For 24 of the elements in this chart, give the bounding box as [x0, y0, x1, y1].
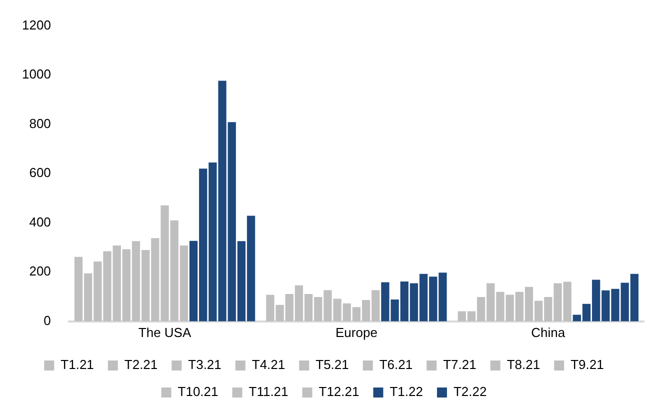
y-tick-label: 1000 — [22, 66, 51, 82]
y-tick-label: 600 — [29, 165, 51, 180]
legend-label: T7.21 — [443, 357, 476, 372]
legend-label: T4.21 — [252, 357, 286, 372]
x-tick-label: China — [531, 324, 566, 340]
legend-label: T2.21 — [124, 357, 158, 372]
x-tick-label: The USA — [138, 324, 192, 340]
y-tick-label: 800 — [29, 116, 51, 131]
legend-label: T12.21 — [318, 384, 360, 400]
legend-label: T5.21 — [316, 357, 349, 372]
y-tick-label: 0 — [44, 312, 51, 328]
legend-label: T6.21 — [379, 357, 413, 372]
legend-label: T3.21 — [188, 357, 222, 372]
legend-label: T11.21 — [248, 384, 288, 400]
y-tick-label: 400 — [29, 214, 51, 230]
legend-label: T1.21 — [60, 357, 94, 372]
y-tick-label: 200 — [29, 264, 51, 279]
legend-label: T8.21 — [506, 357, 540, 372]
legend-label: T10.21 — [178, 384, 218, 400]
y-tick-label: 1200 — [22, 17, 51, 32]
x-tick-label: Europe — [336, 324, 378, 340]
legend-label: T2.22 — [453, 384, 487, 400]
legend-label: T1.22 — [390, 384, 423, 400]
legend-label: T9.21 — [570, 357, 604, 372]
